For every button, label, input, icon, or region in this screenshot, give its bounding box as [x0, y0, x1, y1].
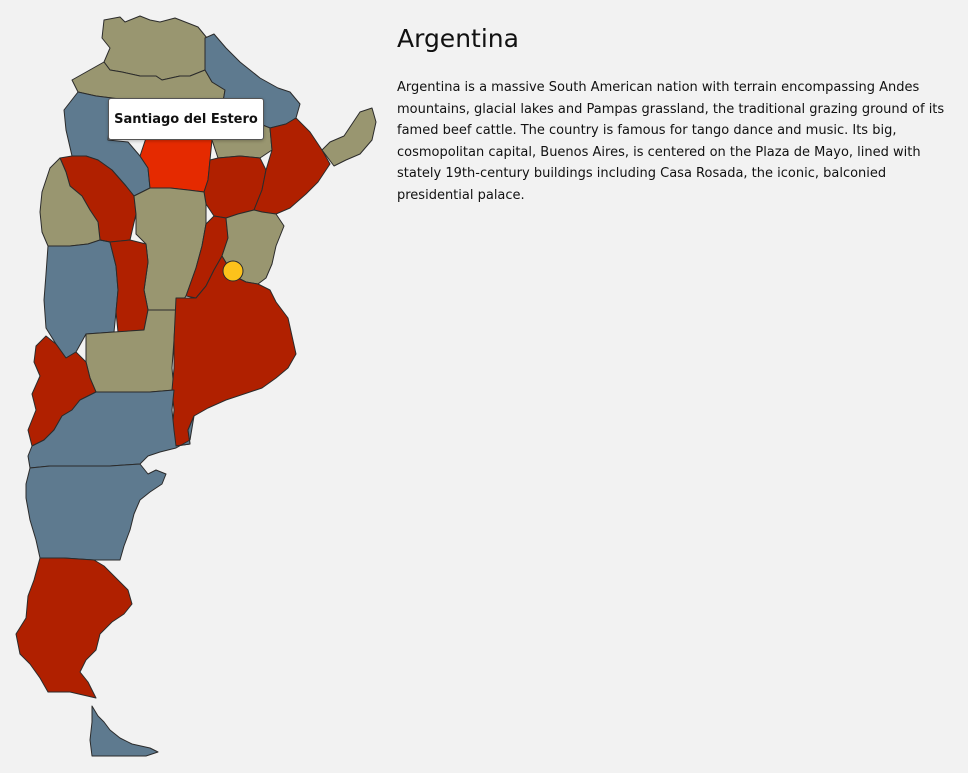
province-corrientes[interactable] — [253, 117, 331, 215]
province-santa-cruz[interactable] — [15, 557, 133, 699]
province-jujuy[interactable] — [101, 15, 208, 81]
province-rio-negro[interactable] — [27, 389, 195, 469]
province-tierra-del-fuego[interactable] — [89, 705, 159, 757]
country-info-panel: Argentina Argentina is a massive South A… — [397, 24, 957, 206]
country-description: Argentina is a massive South American na… — [397, 80, 945, 203]
tooltip-label: Santiago del Estero — [114, 111, 258, 127]
country-title: Argentina — [397, 24, 519, 53]
capital-marker-icon[interactable] — [222, 260, 244, 282]
province-tooltip: Santiago del Estero — [108, 98, 264, 140]
province-chubut[interactable] — [25, 463, 167, 561]
province-misiones[interactable] — [321, 107, 377, 167]
